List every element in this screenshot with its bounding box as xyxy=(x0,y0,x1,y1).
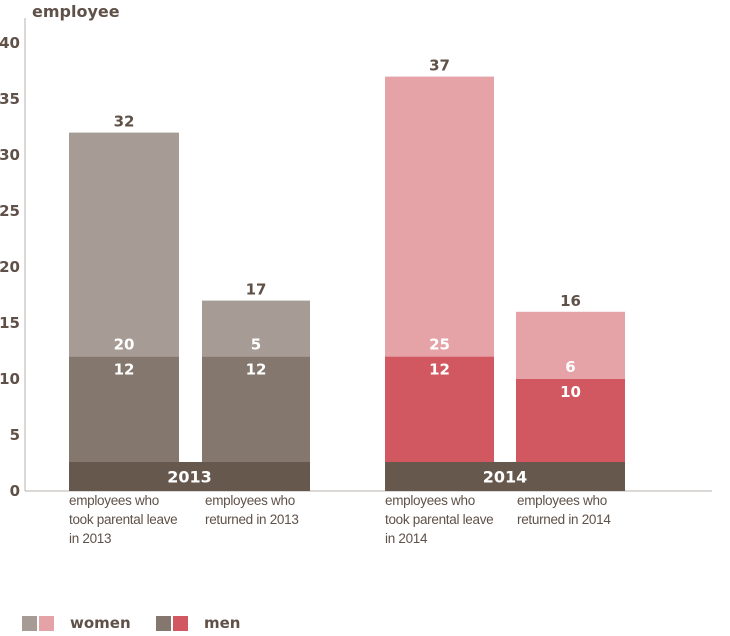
legend-men: men xyxy=(156,614,240,632)
category-label-took-leave-2014: employees who took parental leave in 201… xyxy=(385,493,494,546)
bar-women-label: 6 xyxy=(565,358,575,376)
year-band-label: 2013 xyxy=(167,468,212,487)
bar-women-segment xyxy=(69,132,179,357)
bar-total-label: 37 xyxy=(429,57,450,75)
y-axis-ticks: 0 5 10 15 20 25 30 35 40 xyxy=(0,34,20,500)
bar-women-label: 5 xyxy=(251,336,261,354)
legend-label-men: men xyxy=(204,614,241,632)
bar-men-label: 10 xyxy=(560,383,581,401)
legend-label-women: women xyxy=(70,614,131,632)
bar-total-label: 32 xyxy=(114,113,135,131)
y-tick-label: 0 xyxy=(10,482,20,500)
legend-swatch-men-2013 xyxy=(156,615,171,631)
bar-men-label: 12 xyxy=(429,361,450,379)
bar-women-segment xyxy=(385,76,494,357)
bar-women-label: 20 xyxy=(114,336,135,354)
y-tick-label: 30 xyxy=(0,146,20,164)
y-tick-label: 35 xyxy=(0,90,20,108)
legend-swatch-women-2013 xyxy=(22,615,37,631)
bar-total-label: 16 xyxy=(560,292,581,310)
year-band xyxy=(69,462,310,491)
bar-men-label: 12 xyxy=(246,361,267,379)
year-band xyxy=(385,462,625,491)
y-tick-label: 5 xyxy=(10,426,20,444)
bars: 32 20 12 17 5 12 37 25 12 16 6 10 xyxy=(69,57,625,491)
y-tick-label: 20 xyxy=(0,258,20,276)
category-label-took-leave-2013: employees who took parental leave in 201… xyxy=(69,493,178,546)
y-axis-label: employee xyxy=(32,2,120,21)
bar-total-label: 17 xyxy=(246,281,267,299)
year-band-label: 2014 xyxy=(483,468,528,487)
legend-swatch-men-2014 xyxy=(173,615,188,631)
bar-men-label: 12 xyxy=(114,361,135,379)
category-label-returned-2013: employees who returned in 2013 xyxy=(205,493,299,527)
legend-women: women xyxy=(22,614,131,632)
bar-women-segment xyxy=(202,300,310,357)
y-tick-label: 10 xyxy=(0,370,20,388)
y-tick-label: 40 xyxy=(0,34,20,52)
y-tick-label: 25 xyxy=(0,202,20,220)
legend-swatch-women-2014 xyxy=(39,615,54,631)
y-tick-label: 15 xyxy=(0,314,20,332)
bar-women-segment xyxy=(516,311,625,379)
category-label-returned-2014: employees who returned in 2014 xyxy=(517,493,611,527)
bar-women-label: 25 xyxy=(429,336,450,354)
year-bands: 2013 2014 xyxy=(69,462,625,491)
